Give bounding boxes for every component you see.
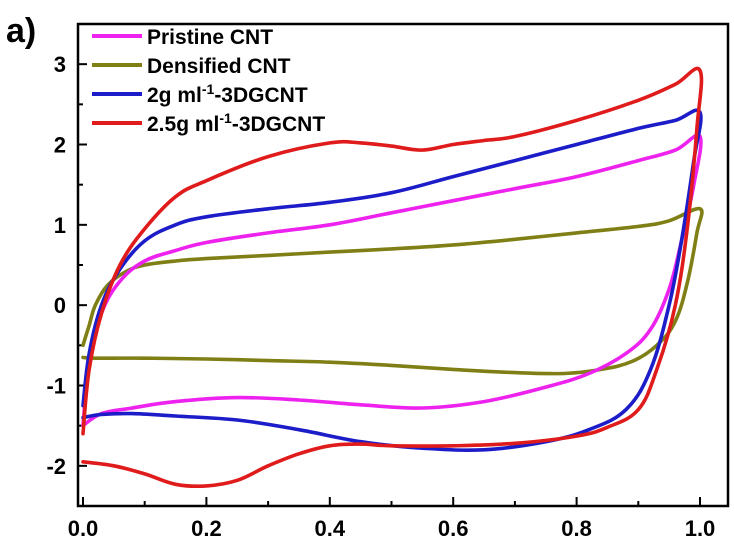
series-line-3: [81, 66, 704, 489]
y-tick-label: -2: [46, 454, 66, 479]
y-tick-label: 1: [54, 213, 66, 238]
y-tick-label: 2: [54, 133, 66, 158]
plot-frame: [76, 22, 730, 508]
y-tick-label: -1: [46, 374, 66, 399]
x-tick-label: 0.6: [438, 516, 469, 541]
legend-label: 2g ml-1-3DGCNT: [147, 81, 308, 107]
x-tick-label: 1.0: [685, 516, 716, 541]
y-tick-label: 0: [54, 293, 66, 318]
series-line-2: [81, 108, 703, 453]
series-layer: [81, 66, 704, 489]
x-tick-label: 0.0: [68, 516, 99, 541]
series-line-1: [81, 206, 704, 376]
legend-label: Pristine CNT: [147, 26, 273, 49]
x-tick-label: 0.4: [315, 516, 346, 541]
axes: 0.0 0.2 0.4 0.6 0.8 1.0 -2 -1 0 1 2 3: [46, 23, 716, 541]
x-tick-label: 0.2: [191, 516, 222, 541]
legend-label: 2.5g ml-1-3DGCNT: [147, 110, 325, 136]
panel-label: a): [6, 12, 36, 50]
legend-label: Densified CNT: [147, 55, 291, 78]
y-tick-label: 3: [54, 52, 66, 77]
x-tick-label: 0.8: [561, 516, 592, 541]
legend: Pristine CNT Densified CNT 2g ml-1-3DGCNT 2…: [92, 26, 325, 136]
series-line-0: [81, 133, 703, 428]
